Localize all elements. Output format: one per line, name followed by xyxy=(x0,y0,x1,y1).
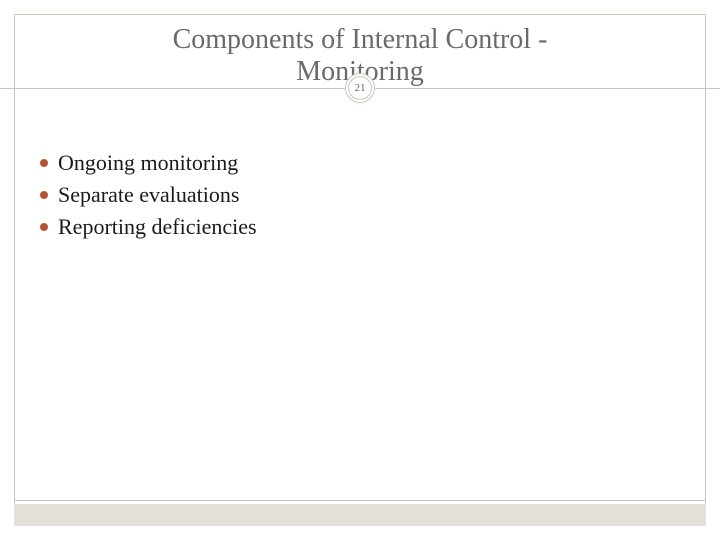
page-number: 21 xyxy=(355,82,366,94)
list-item: Reporting deficiencies xyxy=(40,214,680,240)
content-area: Ongoing monitoring Separate evaluations … xyxy=(40,150,680,246)
bullet-text: Ongoing monitoring xyxy=(58,150,238,176)
bullet-text: Reporting deficiencies xyxy=(58,214,257,240)
list-item: Separate evaluations xyxy=(40,182,680,208)
page-number-badge: 21 xyxy=(345,73,375,103)
bullet-icon xyxy=(40,191,48,199)
title-line-1: Components of Internal Control - xyxy=(173,24,548,55)
bottom-bar-fill xyxy=(14,504,706,526)
bullet-text: Separate evaluations xyxy=(58,182,239,208)
slide: Components of Internal Control - Monitor… xyxy=(0,0,720,540)
bullet-list: Ongoing monitoring Separate evaluations … xyxy=(40,150,680,240)
bullet-icon xyxy=(40,159,48,167)
list-item: Ongoing monitoring xyxy=(40,150,680,176)
bottom-bar xyxy=(14,500,706,526)
bullet-icon xyxy=(40,223,48,231)
